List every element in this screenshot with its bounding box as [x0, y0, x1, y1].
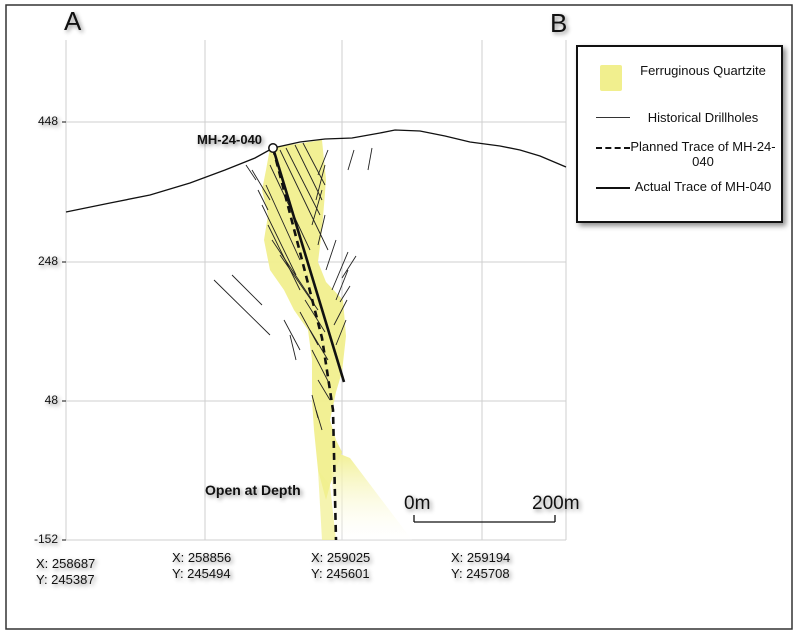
x-tick-easting-2: X: 258856: [172, 550, 232, 565]
x-tick-northing-3: Y: 245601: [311, 566, 370, 581]
actual-line-swatch: [596, 187, 630, 189]
ferruginous-quartzite-body: [262, 140, 412, 540]
actual-trace-line: [271, 147, 346, 383]
planned-trace-line: [271, 147, 338, 541]
y-tick-label-448: 448: [37, 114, 58, 128]
grid: [65, 40, 567, 541]
x-tick-northing-4: Y: 245708: [451, 566, 510, 581]
x-tick-label-1: X: 258687 Y: 245387: [36, 556, 95, 588]
historical-line-swatch: [596, 117, 630, 118]
drillhole-label: MH-24-040: [197, 132, 263, 147]
y-axis-tick-stubs: [62, 121, 66, 541]
scale-bar: [413, 515, 556, 523]
x-tick-label-4: X: 259194 Y: 245708: [451, 550, 510, 582]
x-tick-label-3: X: 259025 Y: 245601: [311, 550, 370, 582]
scale-bar-end-label: 200m: [532, 493, 580, 514]
section-label-start: A: [64, 6, 82, 36]
x-tick-northing-1: Y: 245387: [36, 572, 95, 587]
topography-line: [65, 129, 567, 213]
x-tick-easting-4: X: 259194: [451, 550, 511, 565]
section-label-end: B: [550, 8, 568, 38]
planned-line-swatch: [596, 147, 630, 149]
outer-frame: [5, 4, 793, 630]
legend-item-planned: Planned Trace of MH-24-040: [578, 137, 781, 171]
x-tick-easting-3: X: 259025: [311, 550, 371, 565]
x-tick-label-2: X: 258856 Y: 245494: [172, 550, 231, 582]
x-tick-northing-2: Y: 245494: [172, 566, 231, 581]
y-tick-label-48: 48: [44, 393, 58, 407]
legend-label-actual: Actual Trace of MH-040: [634, 179, 772, 194]
scale-bar-start-label: 0m: [404, 493, 431, 514]
legend-label-historical: Historical Drillholes: [647, 110, 759, 125]
legend-item-actual: Actual Trace of MH-040: [578, 177, 781, 211]
legend-label-ferruginous: Ferruginous Quartzite: [640, 63, 766, 78]
legend-item-ferruginous: Ferruginous Quartzite: [578, 61, 781, 95]
y-tick-label-248: 248: [37, 254, 58, 268]
legend-label-planned: Planned Trace of MH-24-040: [630, 139, 776, 169]
x-tick-easting-1: X: 258687: [36, 556, 96, 571]
legend-item-historical: Historical Drillholes: [578, 109, 781, 129]
collar-marker: [268, 143, 278, 153]
legend: Ferruginous Quartzite Historical Drillho…: [576, 45, 783, 223]
historical-drillholes: [213, 142, 373, 431]
y-tick-label-neg152: -152: [33, 532, 58, 546]
open-at-depth-zone: [330, 450, 412, 540]
open-at-depth-label: Open at Depth: [205, 482, 301, 498]
ferruginous-swatch: [600, 65, 622, 91]
